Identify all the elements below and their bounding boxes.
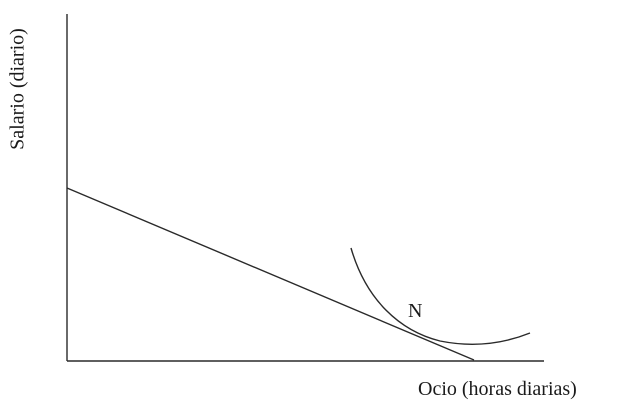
indifference-curve [350, 247, 531, 345]
x-axis-label: Ocio (horas diarias) [418, 378, 577, 400]
y-axis-label: Salario (diario) [6, 28, 29, 150]
budget-line [66, 187, 475, 361]
tangency-point-label: N [408, 300, 423, 322]
